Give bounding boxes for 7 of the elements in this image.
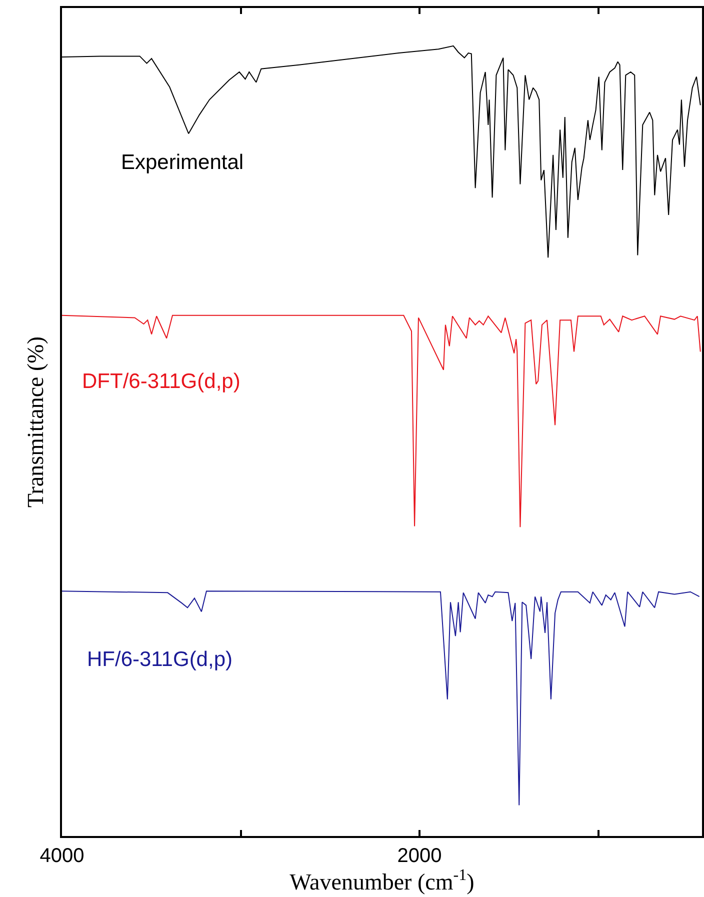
x-tick-label: 2000 — [397, 845, 442, 867]
text: HF/6-311G(d,p) — [87, 648, 232, 671]
series-label: Experimental — [121, 151, 244, 174]
x-axis-title: Wavenumber (cm$^{-1}$) — [290, 867, 474, 895]
y-axis-title: Transmittance (%) — [22, 336, 48, 508]
text: DFT/6-311G(d,p) — [82, 370, 240, 393]
x-tick-label: 4000 — [40, 845, 84, 867]
